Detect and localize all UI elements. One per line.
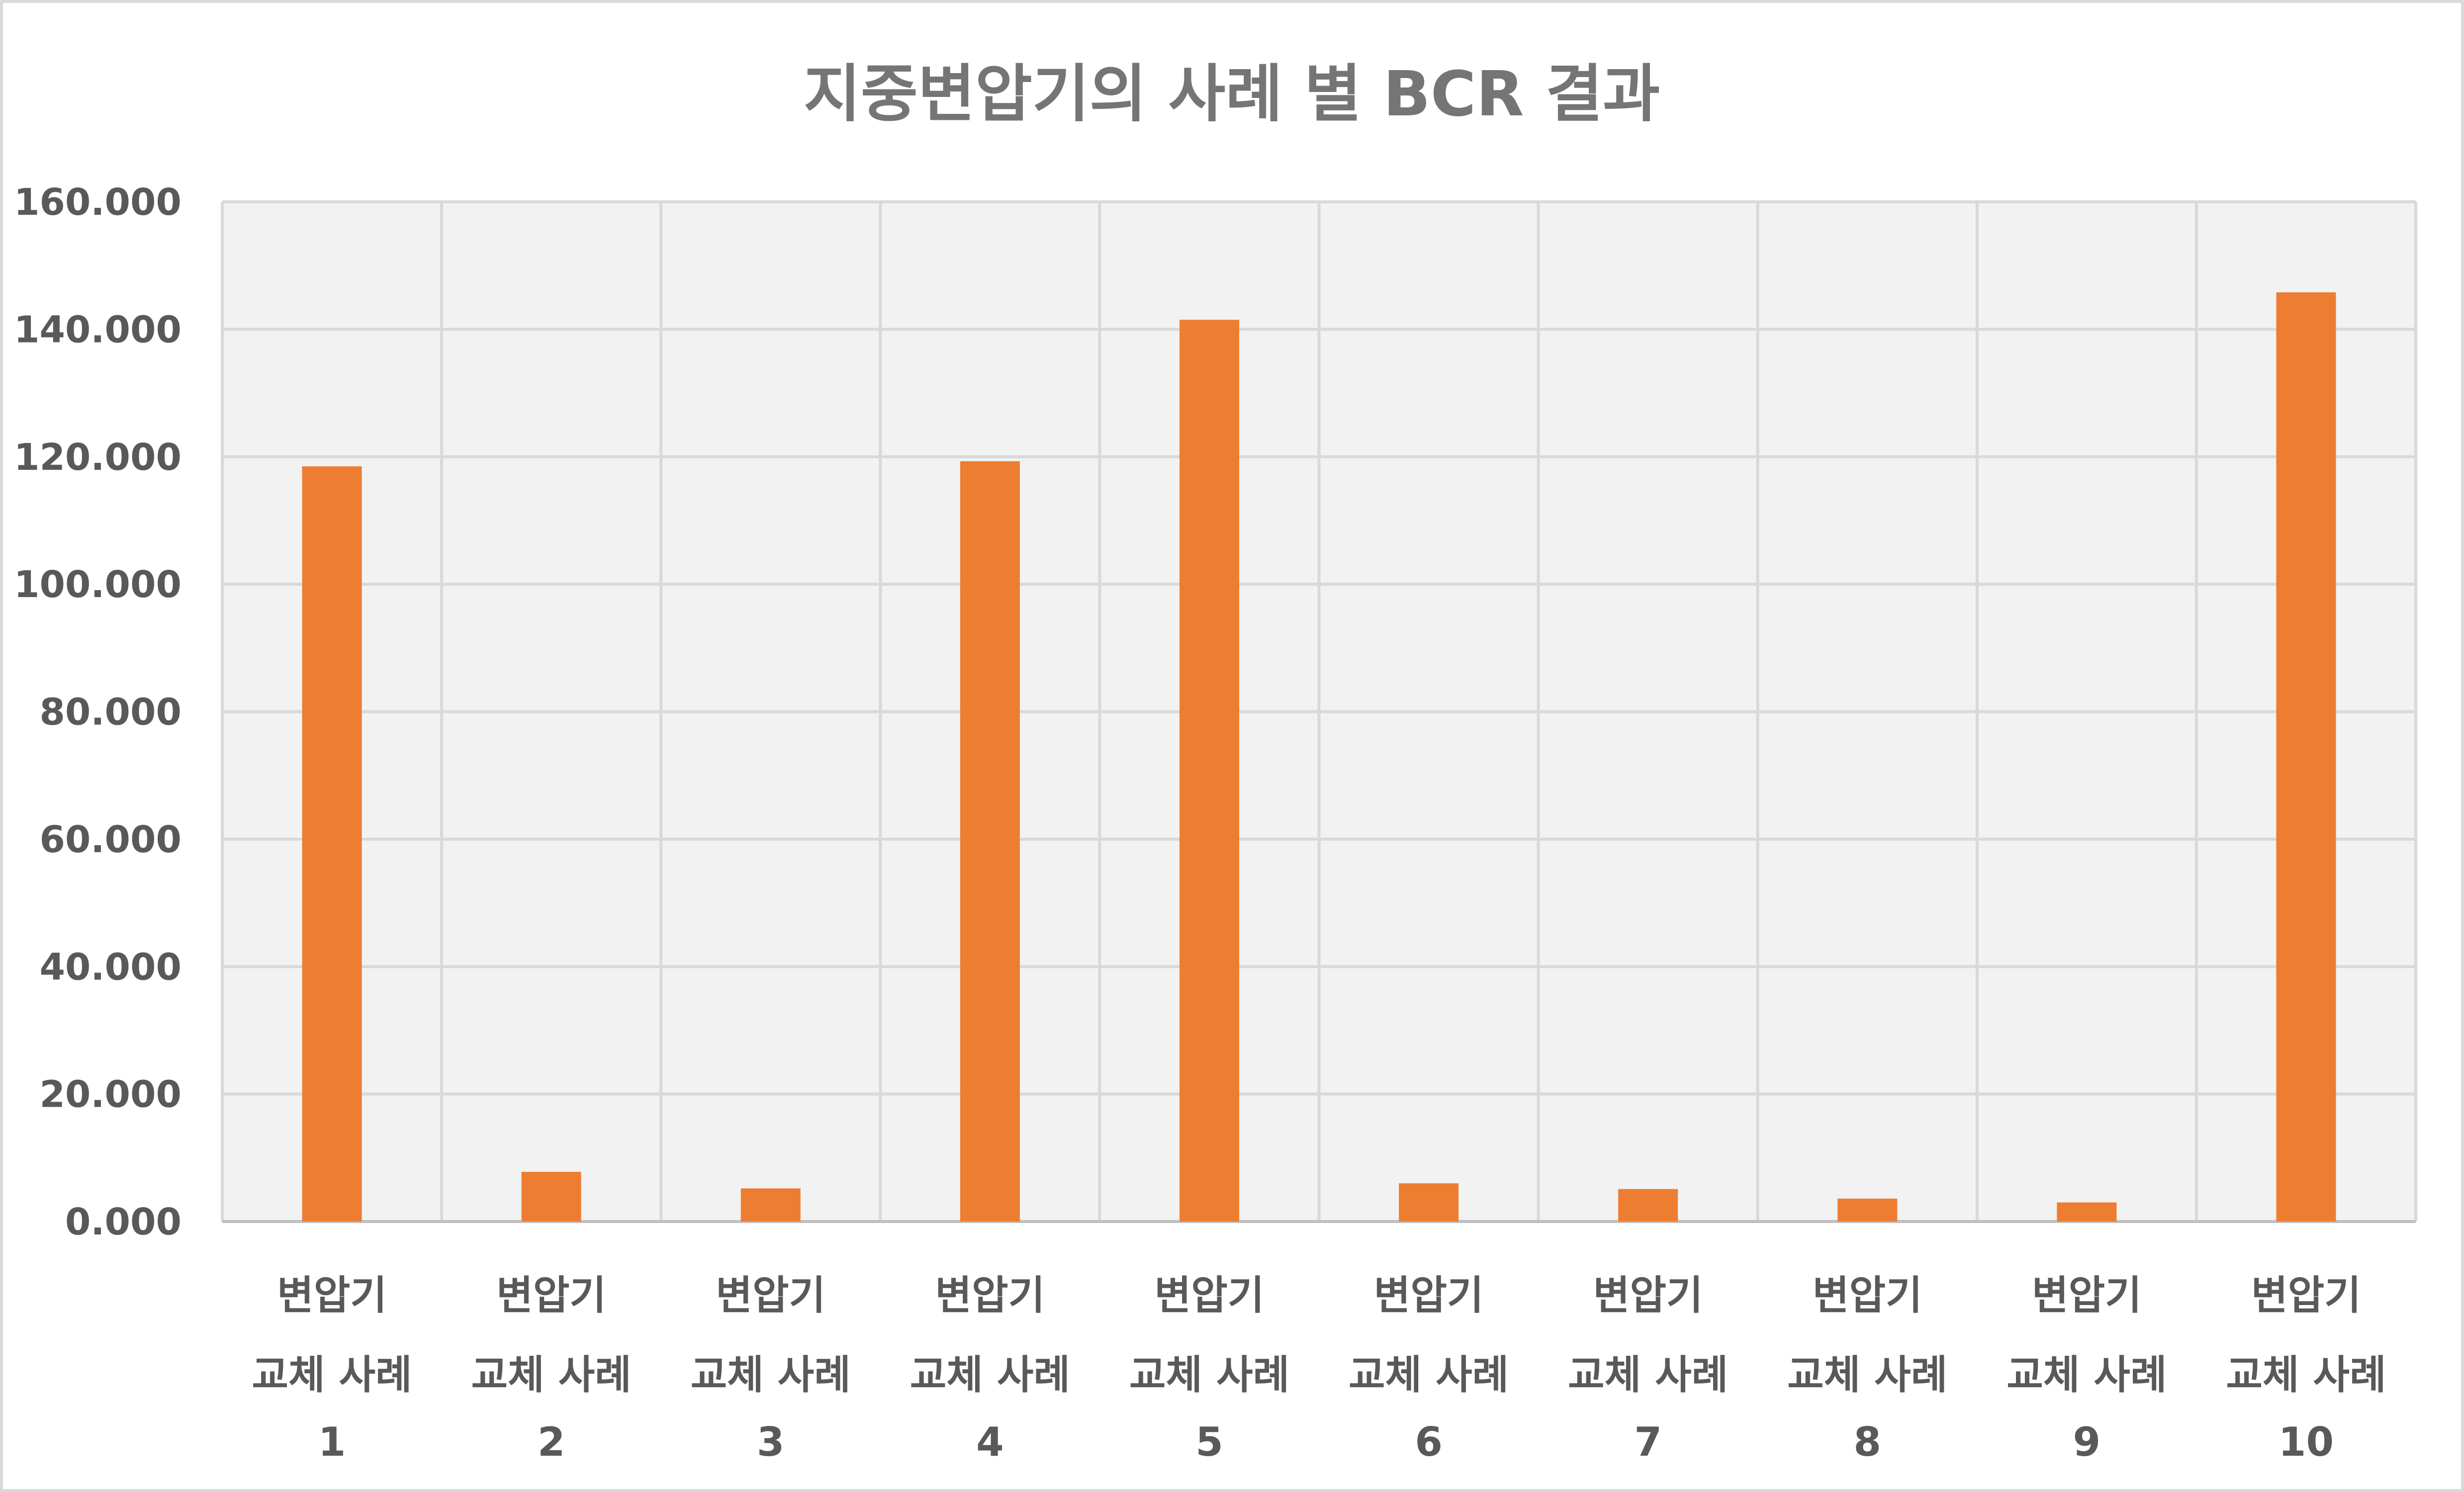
bar-case-2 [521,1172,581,1222]
bar-case-1 [302,466,362,1222]
y-tick-label: 20.000 [39,1073,182,1116]
bar-case-10 [2276,292,2336,1222]
x-tick-label: 변압기 교체 사례 5 [1129,1272,1289,1465]
y-tick-label: 40.000 [39,946,182,988]
bar-case-8 [1837,1198,1898,1222]
bar-case-6 [1399,1183,1459,1222]
y-tick-label: 80.000 [39,691,182,734]
x-tick-label: 변압기 교체 사례 6 [1349,1272,1509,1465]
x-tick-label: 변압기 교체 사례 2 [471,1272,632,1465]
y-tick-label: 120.000 [14,436,182,479]
x-tick-label: 변압기 교체 사례 8 [1787,1272,1947,1465]
gridlines [221,200,2417,1223]
x-tick-label: 변압기 교체 사례 9 [2007,1272,2167,1465]
bar-case-9 [2057,1202,2117,1222]
x-tick-label: 변압기 교체 사례 7 [1568,1272,1728,1465]
bar-case-3 [740,1188,801,1222]
y-tick-label: 100.000 [14,563,182,606]
x-tick-label: 변압기 교체 사례 3 [691,1272,851,1465]
bar-case-5 [1179,320,1239,1222]
bars [302,292,2336,1222]
x-axis-tick-labels: 변압기 교체 사례 1 변압기 교체 사례 2 변압기 교체 사례 3 변압기 교체 사례 4 변압기 교… [252,1272,2386,1465]
chart-title: 지중변압기의 사례 별 BCR 결과 [804,58,1660,130]
x-tick-label: 변압기 교체 사례 4 [910,1272,1070,1465]
bar-case-4 [960,461,1020,1222]
x-tick-label: 변압기 교체 사례 10 [2226,1272,2386,1465]
y-tick-label: 60.000 [39,818,182,861]
y-tick-label: 140.000 [14,308,182,351]
y-tick-label: 0.000 [65,1201,182,1243]
bar-case-7 [1618,1189,1678,1222]
y-axis-tick-labels: 0.000 20.000 40.000 60.000 80.000 100.000 120.… [14,181,182,1243]
y-tick-label: 160.000 [14,181,182,224]
x-tick-label: 변압기 교체 사례 1 [252,1272,412,1465]
